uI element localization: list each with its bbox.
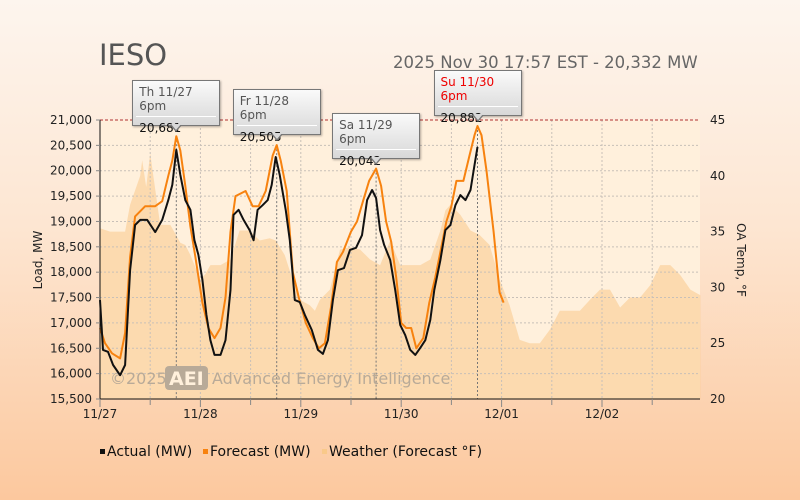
peak-tooltip: Su 11/30 6pm 20,882 bbox=[433, 69, 522, 125]
tooltip-label: Fr 11/28 6pm bbox=[236, 90, 317, 127]
y2-tick-label: 35 bbox=[710, 225, 725, 239]
y2-axis-title: OA Temp, °F bbox=[734, 223, 748, 297]
y-tick-label: 18,000 bbox=[50, 265, 92, 279]
legend-item: Weather (Forecast °F) bbox=[329, 444, 482, 460]
x-tick-label: 12/01 bbox=[484, 407, 519, 421]
y-tick-label: 19,500 bbox=[50, 189, 92, 203]
y2-tick-label: 30 bbox=[710, 280, 725, 294]
y-tick-label: 21,000 bbox=[50, 113, 92, 127]
legend-swatch bbox=[203, 449, 208, 454]
tooltip-pointer-fill bbox=[271, 133, 282, 140]
x-tick-label: 12/02 bbox=[585, 407, 620, 421]
x-tick-label: 11/29 bbox=[284, 407, 319, 421]
legend-item: Actual (MW) bbox=[107, 444, 192, 460]
peak-tooltip: Fr 11/28 6pm 20,505 bbox=[232, 89, 321, 144]
y-tick-label: 18,500 bbox=[50, 240, 92, 254]
watermark-logo-box bbox=[165, 366, 208, 390]
watermark-logo: AEI bbox=[169, 368, 204, 390]
y-tick-label: 19,000 bbox=[50, 214, 92, 228]
y2-tick-label: 45 bbox=[710, 113, 725, 127]
tooltip-pointer-fill bbox=[171, 124, 182, 131]
chart-subtitle: 2025 Nov 30 17:57 EST - 20,332 MW bbox=[393, 53, 698, 72]
y-tick-label: 16,000 bbox=[50, 367, 92, 381]
y-tick-label: 17,500 bbox=[50, 291, 92, 305]
y-tick-label: 20,500 bbox=[50, 138, 92, 152]
x-tick-label: 11/27 bbox=[83, 407, 118, 421]
y2-tick-label: 25 bbox=[710, 336, 725, 350]
legend-swatch bbox=[322, 449, 327, 454]
watermark-year: ©2025 bbox=[110, 369, 167, 388]
y-tick-label: 17,000 bbox=[50, 316, 92, 330]
tooltip-pointer-fill bbox=[371, 156, 382, 163]
actual-line bbox=[99, 146, 479, 377]
peak-tooltip: Th 11/27 6pm 20,681 bbox=[132, 80, 221, 135]
y-tick-label: 20,000 bbox=[50, 164, 92, 178]
x-tick-label: 11/28 bbox=[183, 407, 218, 421]
peak-tooltip: Sa 11/29 6pm 20,042 bbox=[332, 112, 421, 168]
watermark-text: Advanced Energy Intelligence bbox=[212, 369, 450, 388]
x-tick-label: 11/30 bbox=[384, 407, 419, 421]
y2-tick-label: 20 bbox=[710, 392, 725, 406]
legend-swatch bbox=[100, 449, 105, 454]
tooltip-label: Th 11/27 6pm bbox=[136, 81, 217, 118]
y-axis-title: Load, MW bbox=[31, 231, 45, 290]
y-tick-label: 16,500 bbox=[50, 341, 92, 355]
chart-title: IESO bbox=[99, 38, 168, 72]
tooltip-label: Su 11/30 6pm bbox=[437, 71, 518, 107]
y2-tick-label: 40 bbox=[710, 169, 725, 183]
legend-item: Forecast (MW) bbox=[210, 444, 311, 460]
y-tick-label: 15,500 bbox=[50, 392, 92, 406]
tooltip-pointer-fill bbox=[472, 113, 483, 120]
tooltip-label: Sa 11/29 6pm bbox=[336, 114, 417, 150]
